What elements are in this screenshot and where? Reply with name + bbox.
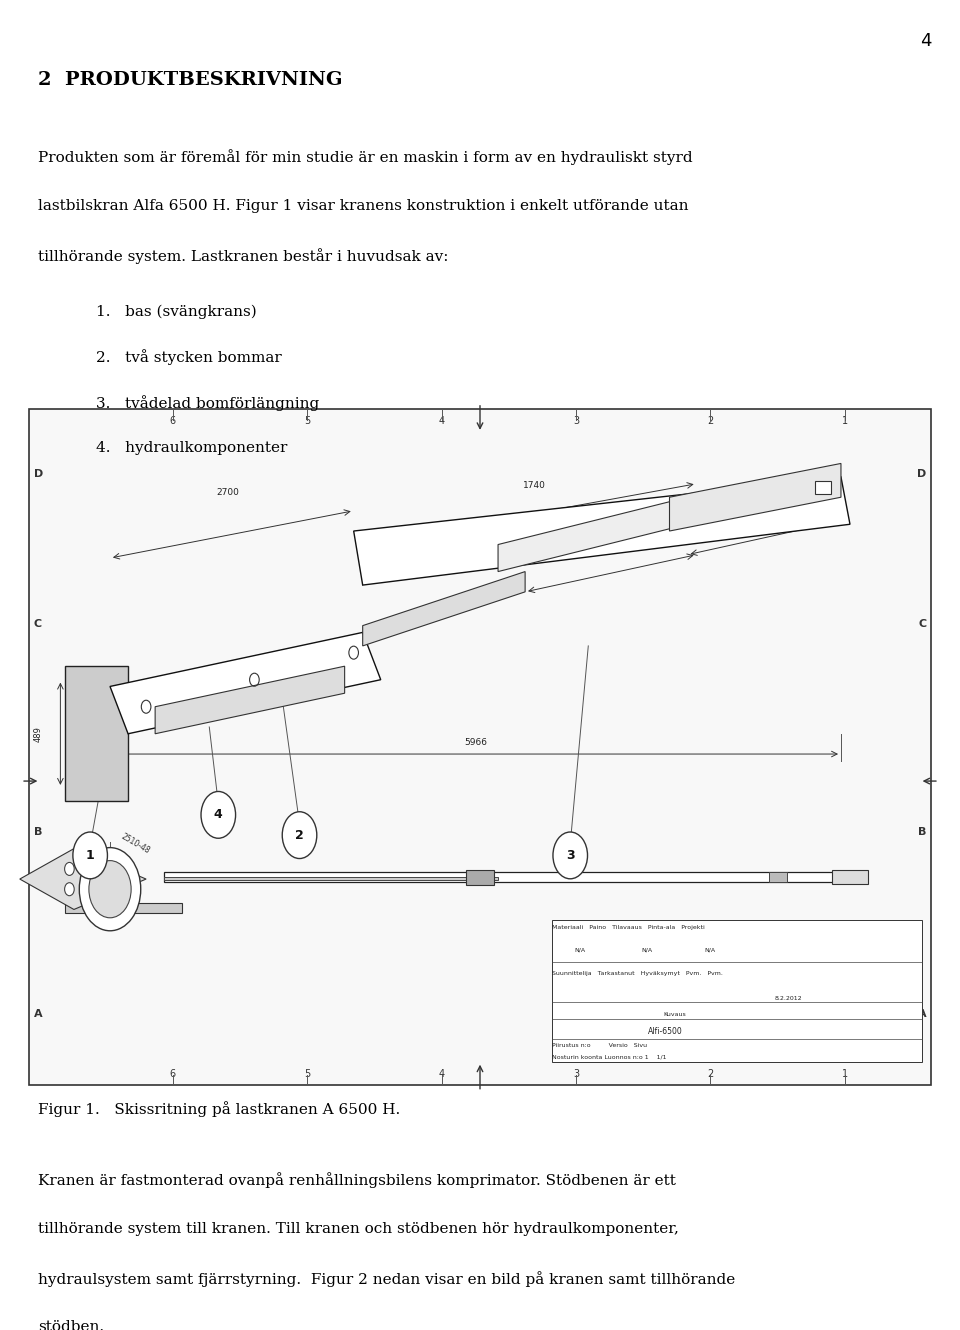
Text: 2: 2 [708, 416, 713, 426]
Circle shape [89, 861, 132, 918]
Text: 1: 1 [85, 849, 94, 862]
Text: 4: 4 [439, 416, 444, 426]
Text: tillhörande system till kranen. Till kranen och stödbenen hör hydraulkomponenter: tillhörande system till kranen. Till kra… [38, 1222, 680, 1236]
Text: N/A: N/A [641, 948, 652, 954]
Text: Alfi-6500: Alfi-6500 [648, 1028, 684, 1036]
Text: tillhörande system. Lastkranen består i huvudsak av:: tillhörande system. Lastkranen består i … [38, 249, 449, 265]
Circle shape [201, 791, 235, 838]
Text: 1149: 1149 [604, 543, 627, 552]
Circle shape [64, 883, 74, 895]
Polygon shape [498, 497, 687, 572]
Text: lastbilskran Alfa 6500 H. Figur 1 visar kranens konstruktion i enkelt utförande : lastbilskran Alfa 6500 H. Figur 1 visar … [38, 200, 689, 213]
Text: 1190: 1190 [753, 515, 776, 524]
Text: 4.   hydraulkomponenter: 4. hydraulkomponenter [96, 440, 287, 455]
Text: Nosturin koonta Luonnos n:o 1    1/1: Nosturin koonta Luonnos n:o 1 1/1 [552, 1055, 666, 1060]
Bar [815, 480, 830, 493]
Polygon shape [164, 876, 498, 880]
Polygon shape [467, 870, 493, 886]
Text: 1740: 1740 [522, 481, 545, 491]
Text: hydraulsystem samt fjärrstyrning.  Figur 2 nedan visar en bild på kranen samt ti: hydraulsystem samt fjärrstyrning. Figur … [38, 1271, 735, 1287]
Text: 1: 1 [842, 416, 848, 426]
Text: 2  PRODUKTBESKRIVNING: 2 PRODUKTBESKRIVNING [38, 72, 343, 89]
Polygon shape [110, 632, 381, 734]
Text: 3: 3 [566, 849, 574, 862]
Text: Kuvaus: Kuvaus [663, 1012, 686, 1017]
Text: 4: 4 [214, 809, 223, 822]
Text: 489: 489 [34, 726, 42, 742]
Text: A: A [918, 1008, 926, 1019]
Text: D: D [34, 469, 43, 479]
Text: C: C [34, 618, 41, 629]
Polygon shape [363, 572, 525, 646]
Text: 2: 2 [708, 1069, 713, 1079]
Text: 3: 3 [573, 1069, 579, 1079]
Text: 4: 4 [439, 1069, 444, 1079]
Text: 3.   tvådelad bomförlängning: 3. tvådelad bomförlängning [96, 395, 320, 411]
Text: B: B [34, 827, 42, 837]
Text: 2700: 2700 [216, 488, 239, 497]
Text: Figur 1.   Skissritning på lastkranen A 6500 H.: Figur 1. Skissritning på lastkranen A 65… [38, 1101, 400, 1117]
Text: 1: 1 [842, 1069, 848, 1079]
Text: 1.   bas (svängkrans): 1. bas (svängkrans) [96, 305, 256, 318]
Text: 2510-48: 2510-48 [119, 831, 151, 855]
Polygon shape [832, 870, 868, 884]
Text: Produkten som är föremål för min studie är en maskin i form av en hydrauliskt st: Produkten som är föremål för min studie … [38, 149, 693, 165]
Text: N/A: N/A [704, 948, 715, 954]
Text: Piirustus n:o         Versio   Sivu: Piirustus n:o Versio Sivu [552, 1043, 647, 1048]
Text: 2: 2 [295, 829, 304, 842]
Text: 6: 6 [170, 1069, 176, 1079]
Bar [552, 919, 923, 1061]
Text: 5: 5 [304, 1069, 310, 1079]
Polygon shape [156, 666, 345, 734]
Polygon shape [65, 666, 128, 802]
Circle shape [80, 847, 141, 931]
Text: B: B [918, 827, 926, 837]
Polygon shape [669, 463, 841, 531]
Text: stödben.: stödben. [38, 1321, 105, 1330]
Text: N/A: N/A [574, 948, 586, 954]
Text: Suunnittelija   Tarkastanut   Hyväksymyt   Pvm.   Pvm.: Suunnittelija Tarkastanut Hyväksymyt Pvm… [552, 971, 723, 976]
Text: A: A [34, 1008, 42, 1019]
Text: 2.   två stycken bommar: 2. två stycken bommar [96, 350, 281, 366]
Text: 5: 5 [304, 416, 310, 426]
Text: 6: 6 [170, 416, 176, 426]
Bar [29, 410, 931, 1085]
Text: Materiaali   Paino   Tilavaaus   Pinta-ala   Projekti: Materiaali Paino Tilavaaus Pinta-ala Pro… [552, 926, 705, 930]
Text: 3: 3 [573, 416, 579, 426]
Text: Kranen är fastmonterad ovanpå renhållningsbilens komprimator. Stödbenen är ett: Kranen är fastmonterad ovanpå renhållnin… [38, 1172, 676, 1188]
Circle shape [553, 833, 588, 879]
Circle shape [73, 833, 108, 879]
Text: D: D [917, 469, 926, 479]
Text: 4: 4 [920, 32, 931, 51]
Text: C: C [919, 618, 926, 629]
Polygon shape [769, 872, 787, 882]
Text: 8.2.2012: 8.2.2012 [774, 996, 802, 1001]
Polygon shape [164, 872, 859, 882]
Polygon shape [65, 903, 182, 912]
Text: 5966: 5966 [464, 738, 487, 747]
Polygon shape [20, 849, 146, 910]
Circle shape [64, 862, 74, 875]
Circle shape [282, 811, 317, 859]
Polygon shape [353, 477, 850, 585]
